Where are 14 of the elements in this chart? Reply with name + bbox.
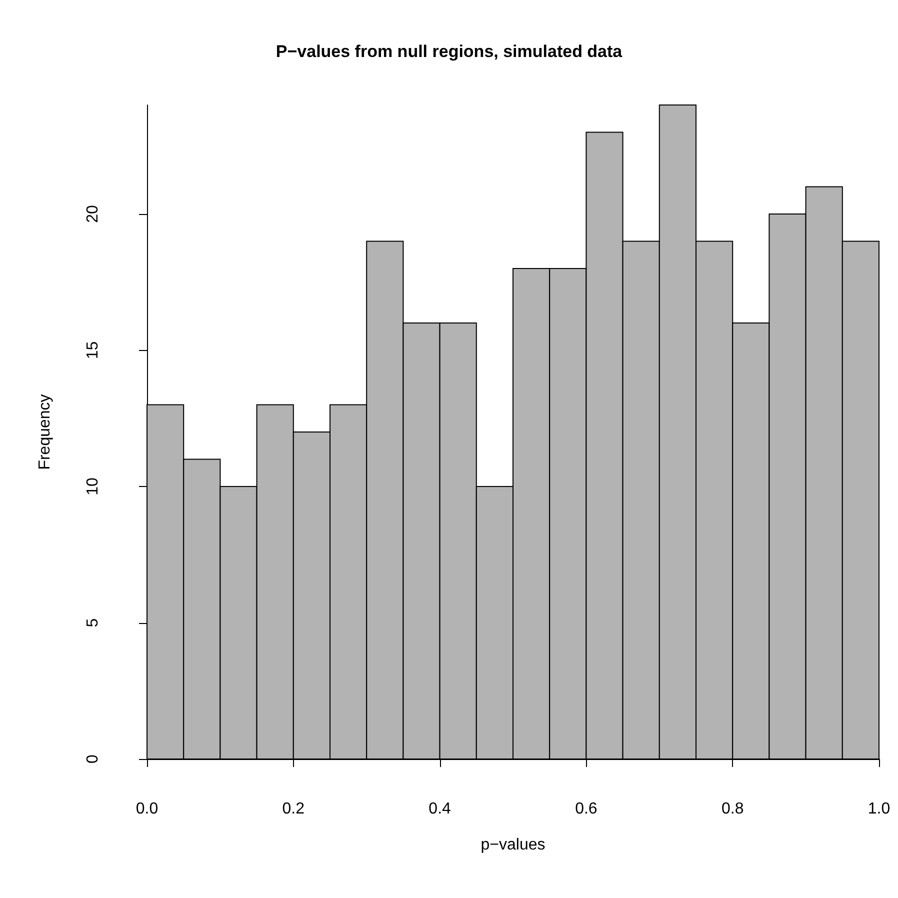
- y-tick-label: 5: [84, 618, 102, 628]
- y-tick-label: 10: [84, 478, 102, 496]
- x-tick-label: 1.0: [868, 800, 890, 818]
- x-tick-label: 0.6: [575, 800, 598, 818]
- x-tick-label: 0.2: [282, 800, 305, 818]
- x-axis-title: p−values: [480, 836, 546, 854]
- y-tick-label: 15: [84, 341, 102, 360]
- x-tick-label: 0.8: [721, 800, 744, 818]
- y-tick-label: 0: [84, 754, 102, 764]
- x-tick-label: 0.0: [136, 800, 158, 818]
- chart-title: P−values from null regions, simulated data: [276, 42, 623, 61]
- y-tick-label: 20: [84, 205, 102, 223]
- y-axis-title: Frequency: [36, 394, 54, 470]
- x-tick-label: 0.4: [428, 800, 452, 818]
